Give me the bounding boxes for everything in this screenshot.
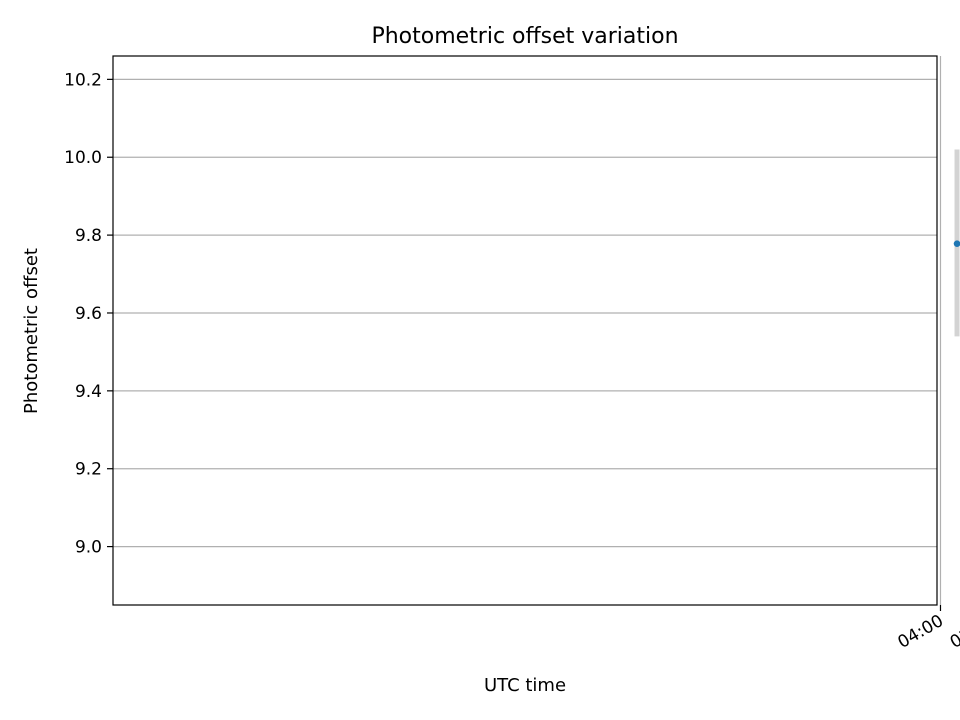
data-point: [953, 240, 960, 247]
y-tick-label: 9.6: [75, 304, 102, 324]
y-tick-label: 9.8: [75, 226, 102, 246]
data-points: [953, 240, 960, 247]
y-axis-label: Photometric offset: [21, 248, 42, 414]
x-axis-label: UTC time: [484, 675, 566, 696]
y-tick-label: 9.4: [75, 382, 102, 402]
y-axis-ticks: 9.0 9.2 9.4 9.6 9.8 10.0 10.2: [64, 70, 113, 558]
grid: [113, 56, 942, 605]
y-tick-label: 9.0: [75, 538, 102, 558]
chart-title: Photometric offset variation: [371, 24, 678, 49]
y-tick-label: 10.0: [64, 148, 102, 168]
y-tick-label: 10.2: [64, 70, 102, 90]
plot-background: [113, 56, 937, 605]
y-tick-label: 9.2: [75, 460, 102, 480]
plot-frame: [112, 55, 938, 606]
